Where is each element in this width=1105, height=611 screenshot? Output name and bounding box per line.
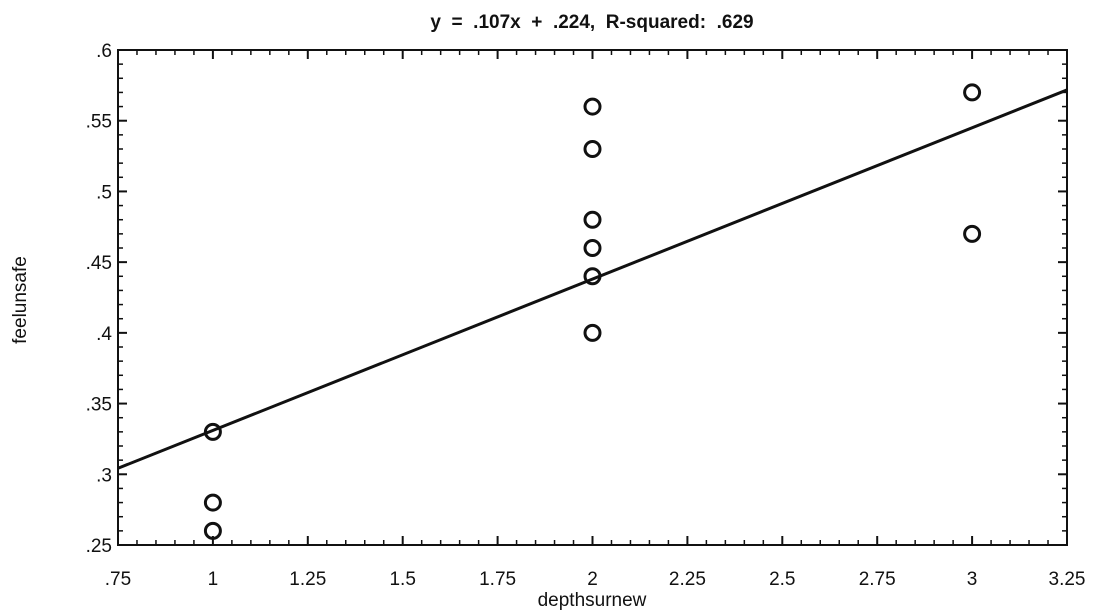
regression-line [117,88,1068,470]
x-tick-label: 1.5 [389,569,415,590]
data-points [203,83,982,540]
x-tick-label: 3.25 [1049,569,1086,590]
x-axis-label: depthsurnew [538,590,647,611]
x-tick-label: 1 [208,569,219,590]
regression-line-group [117,88,1068,470]
data-point [203,521,222,540]
x-tick-label: 2.5 [769,569,795,590]
y-tick-label: .45 [86,253,112,274]
data-point [583,267,602,286]
x-tick-label: 3 [967,569,978,590]
data-point [583,323,602,342]
data-point [583,97,602,116]
y-tick-label: .5 [96,182,112,203]
x-tick-label: 1.75 [479,569,516,590]
y-axis: .25 .3 .35 .4 .45 .5 .55 .6 [86,41,1067,557]
y-tick-label: .6 [96,41,112,62]
y-tick-label: .35 [86,395,112,416]
data-point [203,422,222,441]
data-point [963,224,982,243]
chart-title: y = .107x + .224, R-squared: .629 [430,12,753,33]
y-tick-label: .3 [96,465,112,486]
data-point [583,140,602,158]
x-tick-label: 2.25 [669,569,706,590]
data-point [583,210,602,229]
plot-area [117,49,1068,546]
x-tick-label: 2.75 [859,569,896,590]
y-tick-label: .55 [86,112,112,133]
x-tick-label: .75 [105,569,131,590]
data-point [203,493,222,512]
x-tick-label: 2 [587,569,598,590]
x-axis: .75 1 1.25 1.5 1.75 2 2.25 2.5 2.75 3 3.25 [105,50,1086,590]
y-axis-label: feelunsafe [10,256,31,344]
data-point [963,83,982,102]
plot-frame [117,49,1068,546]
y-tick-label: .4 [96,324,112,345]
data-point [583,239,602,257]
x-tick-label: 1.25 [289,569,326,590]
y-tick-label: .25 [86,536,112,557]
